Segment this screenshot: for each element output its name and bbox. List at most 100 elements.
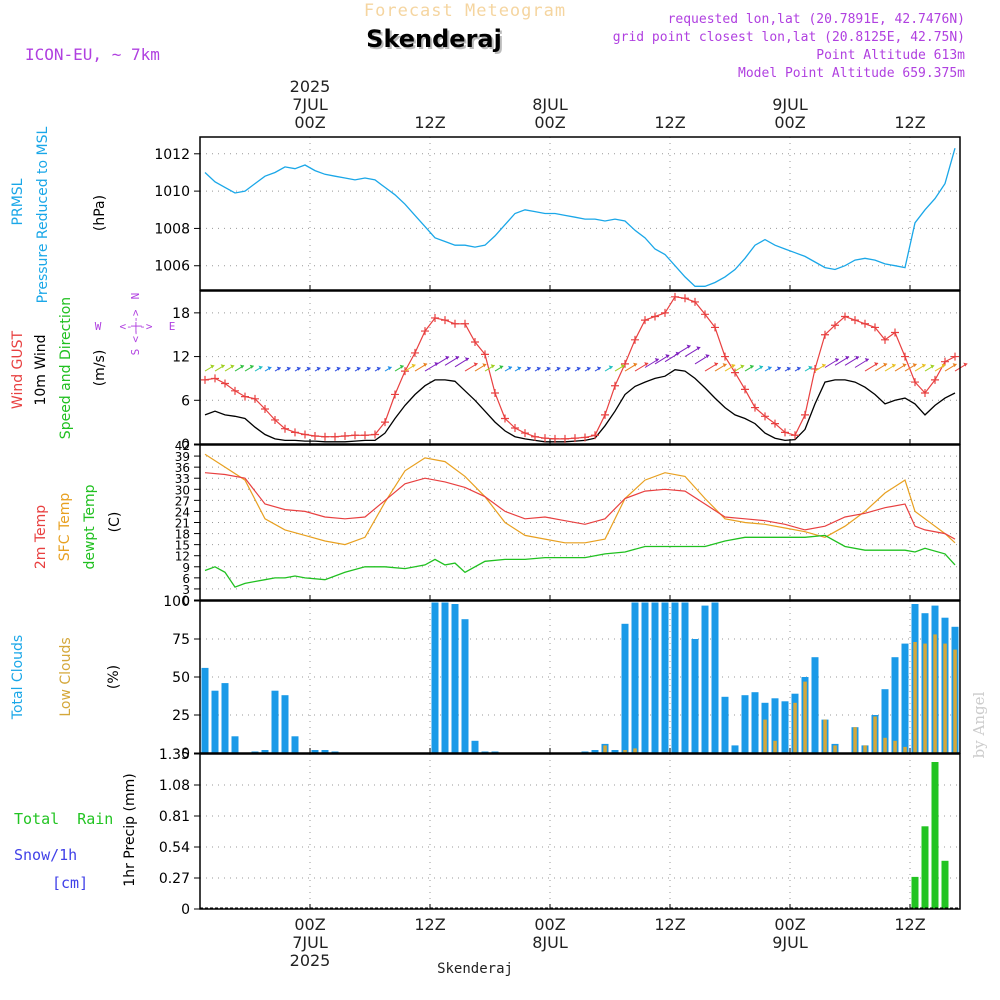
wind-arrow-head <box>633 362 638 367</box>
wind-arrow-head <box>306 366 311 371</box>
gust-marker <box>561 434 569 443</box>
wind-arrow-head <box>316 366 321 371</box>
wind-arrow-head <box>499 365 504 370</box>
gust-marker <box>571 434 579 443</box>
sfc-temp-line <box>204 453 956 546</box>
total-cloud-bar <box>671 602 679 753</box>
wind-arrow-head <box>776 366 781 371</box>
y-tick-label: 3 <box>182 583 190 597</box>
point-altitude: Point Altitude 613m <box>816 48 965 63</box>
y-tick-label: 0.54 <box>159 840 190 856</box>
wind-arrow-head <box>267 366 272 371</box>
low-cloud-bar <box>933 634 937 753</box>
gust-marker <box>681 294 689 303</box>
total-cloud-bar <box>441 602 449 753</box>
gust-marker <box>601 410 609 419</box>
wind-arrow-head <box>686 344 691 349</box>
temp-2m-line <box>204 472 956 540</box>
wind-arrow-head <box>286 366 291 371</box>
gust-marker <box>871 323 879 332</box>
gust-line <box>204 296 956 440</box>
precip-panel-frame <box>199 753 961 910</box>
wind-arrow-head <box>786 366 791 371</box>
wind-arrow-head <box>891 363 896 368</box>
gust-marker <box>311 431 319 440</box>
gust-marker <box>941 357 949 366</box>
total-cloud-bar <box>591 750 599 753</box>
wind-arrow-head <box>556 366 561 371</box>
pressure-line <box>204 148 956 287</box>
compass-rose: N E S W <-|-> <-|-> <box>95 293 176 356</box>
low-cloud-bar <box>803 681 807 753</box>
gust-marker <box>591 431 599 440</box>
time-label-top: 12Z <box>654 113 685 132</box>
wind-arrow-head <box>490 364 495 369</box>
total-cloud-bar <box>211 690 219 753</box>
gust-marker <box>231 386 239 395</box>
low-cloud-bar <box>913 642 917 753</box>
gust-marker <box>781 428 789 437</box>
total-cloud-bar <box>691 639 699 753</box>
dewpt-line <box>204 534 956 588</box>
low-cloud-bar <box>773 740 777 753</box>
rain-bar <box>931 762 939 909</box>
gust-marker <box>271 415 279 424</box>
wind-arrow-head <box>749 364 754 369</box>
gust-marker <box>721 352 729 361</box>
tick-label-layer: 1006100810101012061218036912151821242730… <box>154 77 925 970</box>
gust-marker <box>321 432 329 441</box>
time-label-top: 9JUL <box>772 95 808 114</box>
gust-marker <box>361 431 369 440</box>
gust-marker <box>341 431 349 440</box>
wind-arrow-head <box>399 364 404 369</box>
total-cloud-bar <box>651 602 659 753</box>
total-cloud-bar <box>631 602 639 753</box>
y-tick-label: 0.27 <box>159 871 190 887</box>
wind-arrow-head <box>546 366 551 371</box>
wind-arrow-head <box>696 346 701 351</box>
gust-marker <box>481 350 489 359</box>
gust-marker <box>881 335 889 344</box>
wind-arrow-head <box>240 364 244 369</box>
wind-arrow-head <box>366 366 371 371</box>
gust-marker <box>951 352 959 361</box>
gust-marker <box>381 418 389 427</box>
wind-arrow-head <box>210 364 215 369</box>
wind-arrow-head <box>473 362 478 367</box>
total-cloud-bar <box>231 736 239 753</box>
total-cloud-bar <box>741 695 749 753</box>
total-cloud-bar <box>451 604 459 753</box>
total-cloud-bar <box>201 667 209 753</box>
compass-cross-v: <-|-> <box>129 309 142 342</box>
gust-marker <box>221 379 229 388</box>
y-tick-label: 1.08 <box>159 778 190 794</box>
y-tick-label: 75 <box>172 632 190 648</box>
time-label-top: 00Z <box>774 113 805 132</box>
gust-marker <box>261 405 269 414</box>
time-label-bottom: 00Z <box>294 915 325 934</box>
model-name: ICON-EU, ~ 7km <box>25 45 160 64</box>
time-label-top: 12Z <box>894 113 925 132</box>
gust-marker <box>531 432 539 441</box>
time-label-bottom: 12Z <box>654 915 685 934</box>
gust-marker <box>791 431 799 440</box>
wind-arrow-head <box>864 358 869 362</box>
total-cloud-bar <box>881 689 889 753</box>
wind-arrow-head <box>722 363 727 368</box>
wind-arrow-head <box>808 365 813 370</box>
pressure-label-prmsl: PRMSL <box>10 178 26 225</box>
compass-w: W <box>95 320 102 333</box>
time-label-bottom: 9JUL <box>772 933 808 952</box>
y-tick-label: 0.81 <box>159 809 190 825</box>
y-tick-label: 0 <box>181 902 190 918</box>
rain-bar <box>941 860 949 909</box>
wind-arrow-head <box>276 366 281 371</box>
y-tick-label: 0 <box>181 437 190 453</box>
temp-dewpt-label: dewpt Temp <box>82 484 98 569</box>
wind-arrow-head <box>586 366 591 371</box>
wind-arrow-head <box>874 362 879 367</box>
y-tick-label: 1008 <box>154 221 190 237</box>
y-tick-label: 21 <box>175 517 190 531</box>
gust-marker <box>891 328 899 337</box>
wind-arrow-head <box>902 363 907 368</box>
